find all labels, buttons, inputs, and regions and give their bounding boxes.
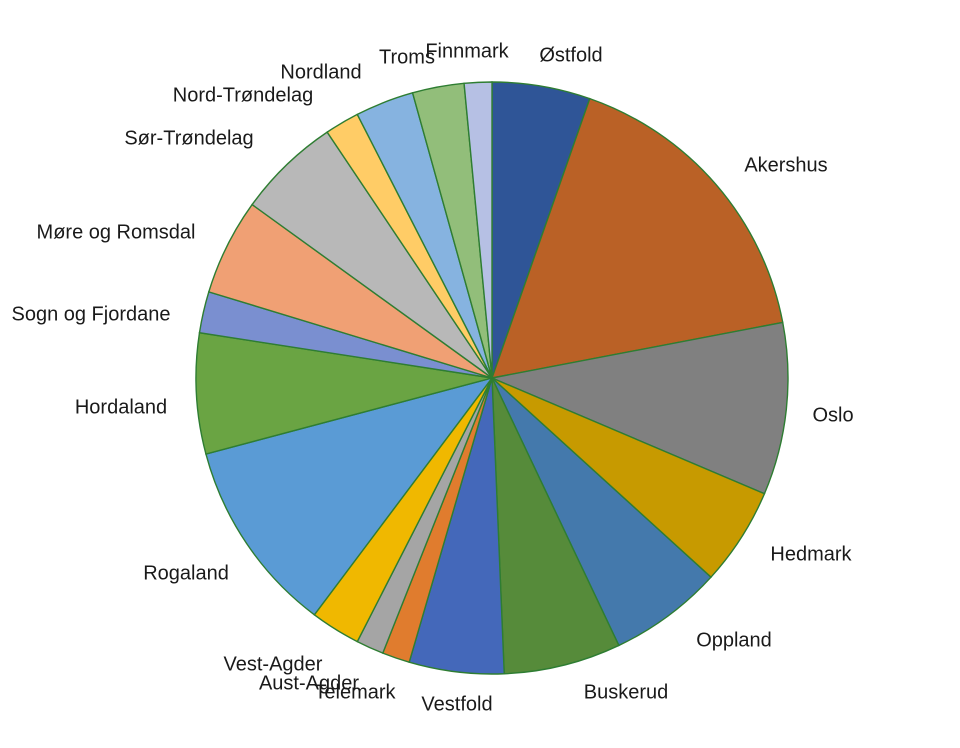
pie-label-hedmark: Hedmark xyxy=(770,543,852,565)
pie-slice-akershus xyxy=(490,97,784,379)
pie-label-møre-og-romsdal: Møre og Romsdal xyxy=(37,221,196,243)
pie-label-akershus: Akershus xyxy=(744,154,827,176)
pie-labels: Østfold Akershus Oslo Hedmark Oppland Buskeru… xyxy=(11,40,853,715)
pie-slice-oppland xyxy=(491,377,712,647)
pie-label-vest-agder: Vest-Agder xyxy=(224,653,323,675)
pie-label-rogaland: Rogaland xyxy=(143,562,229,584)
pie-label-østfold: Østfold xyxy=(539,44,602,66)
pie-label-aust-agder: Aust-Agder xyxy=(259,672,359,694)
pie-label-troms: Troms xyxy=(379,46,435,68)
pie-slice-oslo xyxy=(489,321,789,495)
pie-label-oppland: Oppland xyxy=(696,629,772,651)
pie-slice-hordaland xyxy=(195,331,493,455)
pie-label-sør-trøndelag: Sør-Trøndelag xyxy=(124,127,253,149)
pie-label-nordland: Nordland xyxy=(280,61,361,83)
pie-label-buskerud: Buskerud xyxy=(584,681,669,703)
pie-label-vestfold: Vestfold xyxy=(421,693,492,715)
pie-slices xyxy=(195,81,789,675)
pie-slice-rogaland xyxy=(205,376,494,616)
pie-label-oslo: Oslo xyxy=(812,404,853,426)
pie-slice-finnmark xyxy=(463,81,493,379)
pie-slice-buskerud xyxy=(491,377,620,675)
pie-label-hordaland: Hordaland xyxy=(75,396,167,418)
pie-label-sogn-og-fjordane: Sogn og Fjordane xyxy=(11,303,170,325)
pie-label-finnmark: Finnmark xyxy=(425,40,509,62)
pie-label-telemark: Telemark xyxy=(314,681,396,703)
pie-label-nord-trøndelag: Nord-Trøndelag xyxy=(173,84,313,106)
